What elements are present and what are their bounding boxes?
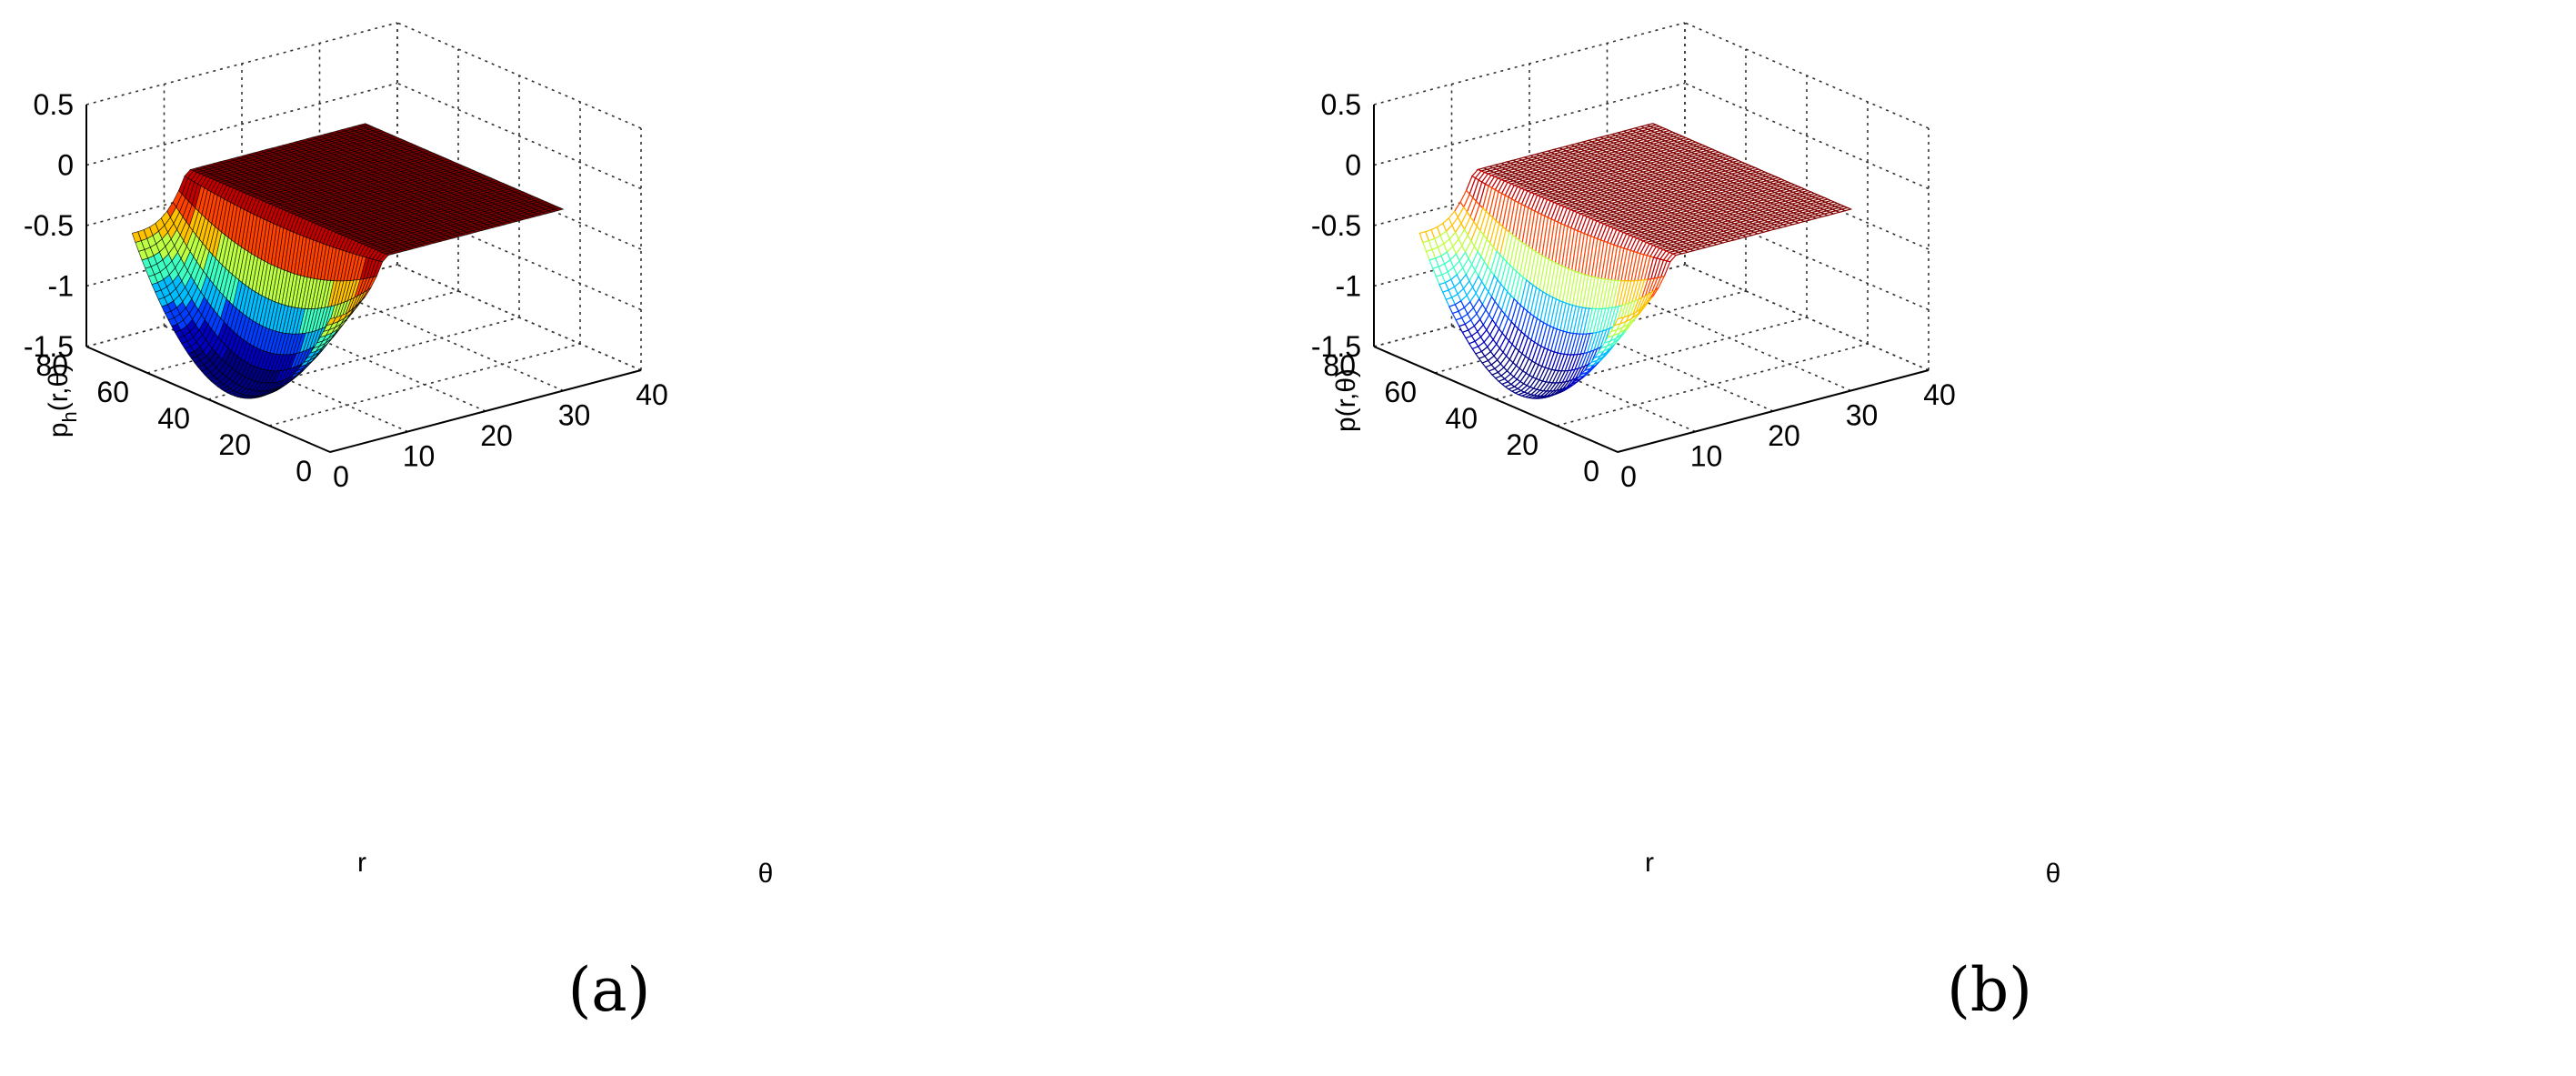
z-axis-label-main: p — [44, 422, 74, 437]
grid-line — [85, 22, 398, 106]
surface — [131, 123, 565, 399]
panel-b: -1.5 -1 -0.5 0 0.5 0 20 40 60 80 0 10 20 30 40 θ r p(r,θ)… — [1288, 0, 2575, 1076]
z-tick-label: 0.5 — [34, 88, 74, 121]
r-tick-label: 0 — [296, 455, 312, 488]
panel-label-b: (b) — [1947, 955, 2032, 1025]
axis-lines — [1373, 105, 1929, 453]
theta-axis-label: θ — [758, 859, 774, 889]
z-tick-label: -1 — [48, 270, 74, 303]
theta-tick-label: 10 — [403, 440, 436, 473]
grid-line — [396, 203, 642, 311]
z-axis-label-sub: h — [58, 411, 81, 422]
z-axis-label: p(r,θ) — [1331, 368, 1361, 432]
z-tick-label: -0.5 — [1311, 209, 1361, 242]
r-tick-label: 40 — [1445, 402, 1478, 435]
grid-line — [1684, 82, 1929, 190]
theta-axis-label: θ — [2046, 859, 2061, 889]
z-axis-label-rest: (r,θ) — [44, 363, 74, 411]
z-tick-label: 0 — [1345, 149, 1361, 182]
r-axis-label: r — [357, 848, 366, 878]
r-tick-label: 20 — [218, 428, 251, 461]
z-tick-label: -1.5 — [1311, 330, 1361, 363]
r-tick-label: 0 — [1583, 455, 1599, 488]
r-tick-label: 40 — [157, 402, 190, 435]
r-axis-label: r — [1645, 848, 1654, 878]
grid-line — [1373, 22, 1686, 106]
r-tick-label: 60 — [1384, 376, 1417, 408]
axis-lines — [85, 105, 642, 453]
theta-tick-label: 40 — [636, 378, 668, 411]
grid-line — [85, 82, 398, 166]
theta-axis-line — [1617, 369, 1929, 453]
r-tick-label: 80 — [1323, 349, 1356, 382]
theta-tick-label: 0 — [1620, 460, 1637, 493]
z-tick-label: 0.5 — [1321, 88, 1361, 121]
grid-line — [1684, 203, 1929, 311]
theta-tick-label: 20 — [1768, 419, 1800, 452]
z-tick-label: -1 — [1336, 270, 1361, 303]
theta-tick-label: 30 — [1846, 399, 1879, 432]
panel-a: -1.5 -1 -0.5 0 0.5 0 20 40 60 80 0 10 20 30 40 θ r ph(r,θ… — [24, 22, 773, 1025]
surface-cell — [1613, 316, 1625, 327]
grid-line — [1373, 82, 1686, 166]
axis-labels: θ r p(r,θ) — [1331, 368, 2060, 889]
z-axis-label: ph(r,θ) — [44, 363, 81, 437]
r-axis-line — [85, 346, 331, 453]
grid-line — [268, 343, 581, 427]
grid-line — [396, 22, 642, 129]
surface-plot-b: -1.5 -1 -0.5 0 0.5 0 20 40 60 80 0 10 20 30 40 θ r p(r,θ) — [1311, 22, 2060, 889]
grid-line — [396, 82, 642, 190]
theta-tick-label: 40 — [1923, 378, 1956, 411]
surface — [1418, 123, 1853, 399]
axis-labels: θ r ph(r,θ) — [44, 363, 773, 889]
theta-tick-label: 10 — [1690, 440, 1723, 473]
grid-line — [1556, 343, 1869, 427]
grid-line — [1684, 22, 1929, 129]
r-tick-label: 20 — [1506, 428, 1539, 461]
r-tick-label: 60 — [96, 376, 129, 408]
theta-axis-line — [329, 369, 642, 453]
r-axis-line — [1373, 346, 1619, 453]
panel-label-a: (a) — [567, 955, 651, 1025]
surface-plot-a: -1.5 -1 -0.5 0 0.5 0 20 40 60 80 0 10 20 30 40 θ r ph(r,θ… — [24, 22, 773, 889]
surface-cell — [326, 317, 337, 327]
r-tick-label: 80 — [35, 349, 68, 382]
theta-tick-label: 0 — [333, 460, 349, 493]
tick-labels: -1.5 -1 -0.5 0 0.5 0 20 40 60 80 0 10 20 30 40 — [1311, 88, 1956, 493]
theta-tick-label: 30 — [558, 399, 591, 432]
z-tick-label: -0.5 — [24, 209, 74, 242]
theta-tick-label: 20 — [480, 419, 513, 452]
z-tick-label: 0 — [57, 149, 74, 182]
z-tick-label: -1.5 — [24, 330, 74, 363]
z-axis-label-main: p(r,θ) — [1331, 368, 1361, 432]
tick-labels: -1.5 -1 -0.5 0 0.5 0 20 40 60 80 0 10 20 30 40 — [24, 88, 668, 493]
